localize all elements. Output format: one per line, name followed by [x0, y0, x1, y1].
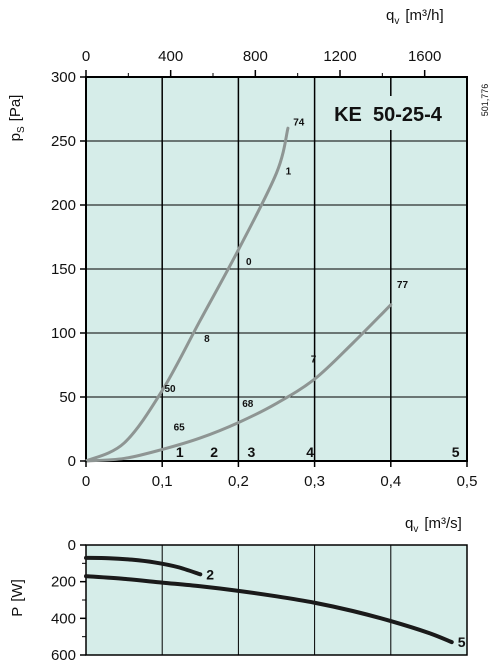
curve-point-label: 1 [286, 166, 292, 177]
flow-axis-unit: [m³/s] [424, 515, 462, 532]
power-curve-label: 5 [458, 634, 466, 650]
power-curve-5 [84, 574, 454, 645]
power-y-tick-label: 600 [51, 647, 76, 662]
curve-point-label: 68 [242, 399, 254, 410]
curve-point-label: 50 [164, 384, 176, 395]
power-axis-unit: [W] [9, 579, 26, 602]
flow-m3h-tick-label: 1600 [408, 48, 441, 65]
power-curves: 25 [84, 555, 466, 650]
model-label: KE 50-25-4 [334, 104, 443, 126]
pressure-y-tick-label: 50 [59, 389, 76, 406]
top-axis-unit: [m³/h] [405, 7, 443, 24]
power-axis-label-p: P [9, 607, 26, 617]
pressure-curve-1 [84, 126, 290, 463]
series-number-label: 3 [248, 444, 256, 460]
flow-m3h-tick-label: 1200 [323, 48, 356, 65]
flow-m3h-tick-label: 800 [243, 48, 268, 65]
flow-m3h-ticks: 0 400 800 1200 1600 [82, 48, 441, 77]
flow-axis-label-sub: v [413, 524, 418, 535]
power-curve-2 [84, 555, 203, 577]
pressure-y-ticks: 0 50 100 150 200 250 300 [51, 69, 86, 470]
pressure-x-tick-label: 0,1 [152, 473, 173, 490]
pressure-x-tick-label: 0,4 [380, 473, 401, 490]
pressure-y-tick-label: 0 [68, 453, 76, 470]
pressure-x-tick-label: 0,2 [228, 473, 249, 490]
curve-point-label: 77 [397, 280, 409, 291]
pressure-y-tick-label: 250 [51, 133, 76, 150]
power-y-tick-label: 0 [68, 537, 76, 554]
flow-axis-label-q: q [405, 515, 413, 532]
curve-point-label: 74 [293, 118, 305, 129]
flow-m3h-tick-label: 400 [158, 48, 183, 65]
pressure-grid [86, 77, 467, 461]
pressure-curves [84, 126, 393, 463]
power-axis-label: P [W] [9, 579, 26, 617]
series-number-label: 4 [306, 444, 314, 460]
pressure-x-tick-label: 0,3 [304, 473, 325, 490]
pressure-y-tick-label: 200 [51, 197, 76, 214]
pressure-axis-label-p: p [7, 133, 24, 141]
pressure-axis-label: pS [Pa] [7, 95, 27, 142]
pressure-y-tick-label: 300 [51, 69, 76, 86]
pressure-y-tick-label: 150 [51, 261, 76, 278]
pressure-x-ticks: 0 0,1 0,2 0,3 0,4 0,5 [82, 461, 478, 490]
series-number-label: 1 [176, 444, 184, 460]
reference-code: 501,776 [480, 84, 490, 117]
curve-point-label: 65 [174, 422, 186, 433]
flow-m3h-tick-label: 0 [82, 48, 90, 65]
curve-point-label: 8 [204, 334, 210, 345]
pressure-y-tick-label: 100 [51, 325, 76, 342]
top-axis-label-sub: v [394, 16, 399, 27]
series-number-label: 5 [452, 444, 460, 460]
power-y-tick-label: 200 [51, 574, 76, 591]
series-number-label: 2 [210, 444, 218, 460]
pressure-axis-unit: [Pa] [7, 95, 24, 122]
pressure-series-numbers: 1 2 3 4 5 [176, 444, 460, 460]
top-axis-label: qv [m³/h] [386, 7, 444, 27]
top-axis-label-q: q [386, 7, 394, 24]
pressure-axis-label-sub: S [16, 126, 27, 133]
pressure-curve-2 [84, 303, 393, 463]
power-curve-label: 2 [206, 566, 214, 582]
flow-axis-label: qv [m³/s] [405, 515, 462, 535]
curve-point-label: 0 [246, 257, 252, 268]
curve-point-label: 7 [311, 354, 317, 365]
pressure-x-tick-label: 0 [82, 473, 90, 490]
power-y-ticks: 0 200 400 600 [51, 537, 86, 662]
pressure-x-tick-label: 0,5 [457, 473, 478, 490]
model-label-box [320, 96, 458, 130]
power-y-tick-label: 400 [51, 610, 76, 627]
